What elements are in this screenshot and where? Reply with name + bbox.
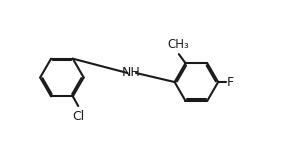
Text: NH: NH <box>122 66 141 79</box>
Text: CH₃: CH₃ <box>167 38 189 51</box>
Text: Cl: Cl <box>73 110 85 123</box>
Text: F: F <box>227 76 234 89</box>
